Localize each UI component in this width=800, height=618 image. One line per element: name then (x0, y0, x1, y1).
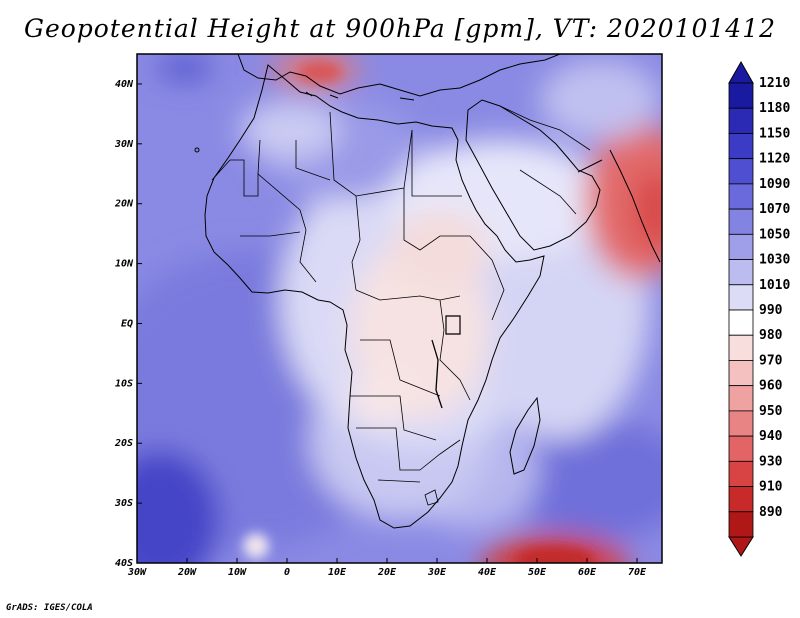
colorbar-label: 960 (759, 379, 783, 394)
colorbar-swatch (728, 385, 754, 412)
lon-tick-label: 70E (628, 567, 647, 578)
colorbar-swatch (728, 435, 754, 462)
colorbar-top-arrow (728, 60, 754, 84)
lon-tick-label: 10E (328, 567, 347, 578)
colorbar-swatch (728, 284, 754, 311)
colorbar-label: 930 (759, 454, 783, 469)
colorbar-swatch (728, 511, 754, 538)
india-coastline (609, 149, 661, 263)
colorbar-swatch (728, 107, 754, 134)
field-shading (137, 54, 662, 563)
lat-tick-label: 30S (114, 498, 133, 509)
map-frame (136, 53, 663, 564)
europe-coastline (237, 54, 561, 97)
colorbar-swatch (728, 158, 754, 185)
colorbar-swatch (728, 82, 754, 109)
colorbar-label: 1150 (759, 126, 790, 141)
colorbar-label: 1070 (759, 202, 790, 217)
colorbar-label: 940 (759, 429, 783, 444)
colorbar-swatch (728, 334, 754, 361)
colorbar-bottom-arrow (728, 536, 754, 557)
mediterranean-islands (305, 91, 415, 101)
lat-tick-label: EQ (121, 318, 133, 329)
arabia-coastline (465, 99, 601, 251)
lon-tick-label: 20E (377, 567, 397, 578)
coastlines (194, 54, 661, 529)
africa-coastline (204, 64, 545, 529)
lon-tick-label: 20W (177, 567, 197, 578)
field-detail (244, 62, 595, 563)
lat-tick-label: 20S (114, 438, 133, 449)
colorbar-swatch (728, 208, 754, 235)
lon-tick-label: 10W (228, 567, 247, 578)
lat-tick-label: 30N (114, 139, 134, 150)
lat-tick-label: 40N (115, 79, 134, 90)
chart-title: Geopotential Height at 900hPa [gpm], VT:… (23, 14, 777, 43)
colorbar-swatch (728, 259, 754, 286)
colorbar-label: 980 (759, 328, 783, 343)
colorbar-swatch (728, 309, 754, 336)
colorbar-label: 1030 (759, 253, 790, 268)
colorbar-swatch (728, 486, 754, 513)
colorbar-label: 1050 (759, 227, 790, 242)
colorbar-label: 1090 (759, 177, 790, 192)
lon-tick-label: 30E (427, 567, 447, 578)
lon-tick-label: 50E (528, 567, 547, 578)
country-borders (211, 105, 591, 506)
colorbar-swatch (728, 410, 754, 437)
colorbar-swatch (728, 133, 754, 160)
madagascar (509, 396, 541, 475)
lon-tick-label: 0 (284, 567, 290, 578)
lat-tick-label: 10N (115, 259, 134, 270)
colorbar-swatch (728, 183, 754, 210)
colorbar: 1210 1180 1150 1120 1090 1070 1050 1030 1010 990 9… (728, 60, 790, 557)
colorbar-swatch (728, 233, 754, 260)
lat-tick-label: 40S (115, 558, 133, 569)
colorbar-labels: 1210 1180 1150 1120 1090 1070 1050 1030 1010 990 9… (759, 76, 790, 520)
colorbar-label: 990 (759, 303, 783, 318)
arabia-gulf (577, 159, 603, 173)
colorbar-swatches (728, 82, 754, 538)
lon-tick-label: 40E (478, 567, 497, 578)
colorbar-label: 910 (759, 480, 783, 495)
canary-islands (194, 147, 200, 153)
axis-ticks: 30W 20W 10W 0 10E 20E 30E 40E 50E 60E 70E 40N 30N 20N… (114, 79, 647, 578)
colorbar-label: 1120 (759, 152, 790, 167)
lon-tick-label: 60E (578, 567, 597, 578)
colorbar-label: 950 (759, 404, 783, 419)
lat-tick-label: 20N (114, 199, 134, 210)
colorbar-label: 970 (759, 353, 783, 368)
colorbar-label: 1210 (759, 76, 790, 91)
lon-tick-label: 30W (127, 567, 147, 578)
colorbar-label: 1180 (759, 101, 790, 116)
lat-tick-label: 10S (115, 378, 133, 389)
colorbar-label: 1010 (759, 278, 790, 293)
colorbar-swatch (728, 460, 754, 487)
grads-credit: GrADS: IGES/COLA (6, 603, 93, 613)
colorbar-swatch (728, 360, 754, 387)
height-field (137, 54, 662, 563)
colorbar-label: 890 (759, 505, 783, 520)
